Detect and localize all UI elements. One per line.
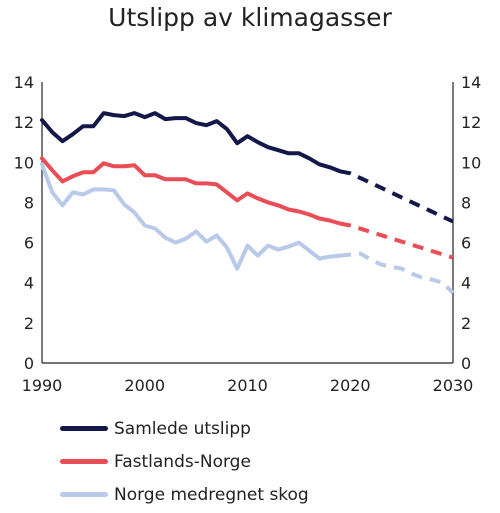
y-tick-label-left: 14: [14, 73, 34, 92]
legend-label: Norge medregnet skog: [114, 484, 309, 505]
legend-item: Samlede utslipp: [60, 412, 309, 445]
series-line: [40, 162, 342, 271]
y-tick-label-left: 12: [14, 113, 34, 132]
series-lines: [40, 111, 455, 295]
y-tick-label-left: 10: [14, 153, 34, 172]
tick-labels: 0 0 2 2 4 4 6 6 8 8 10 10 12 12 14 14 1990 2000 2010 2020 20…: [14, 73, 482, 395]
line-chart: 0 0 2 2 4 4 6 6 8 8 10 10 12 12 14 14 1990 2000 2010 2020 20…: [14, 73, 482, 395]
x-tick-label: 1990: [22, 376, 63, 395]
x-tick-label: 2020: [330, 376, 371, 395]
x-tick-label: 2000: [124, 376, 165, 395]
projection-line: [339, 251, 455, 295]
chart-axes: [41, 82, 454, 364]
legend-item: Fastlands-Norge: [60, 445, 309, 478]
y-tick-label-right: 6: [461, 234, 471, 253]
y-tick-label-right: 8: [461, 193, 471, 212]
projection-line: [339, 221, 454, 260]
y-tick-label-right: 2: [461, 314, 471, 333]
legend-swatch: [60, 492, 108, 497]
y-tick-label-left: 6: [24, 234, 34, 253]
legend-swatch: [60, 426, 108, 431]
y-tick-label-left: 2: [24, 314, 34, 333]
series-line: [40, 156, 342, 226]
y-tick-label-right: 0: [461, 354, 471, 373]
y-tick-label-right: 4: [461, 274, 471, 293]
y-tick-label-left: 0: [24, 354, 34, 373]
y-tick-label-right: 14: [461, 73, 481, 92]
y-tick-label-right: 10: [461, 153, 481, 172]
legend-label: Samlede utslipp: [114, 418, 251, 439]
legend-item: Norge medregnet skog: [60, 478, 309, 511]
series-line: [40, 111, 342, 174]
legend-label: Fastlands-Norge: [114, 451, 251, 472]
chart-title: Utslipp av klimagasser: [108, 3, 392, 32]
x-tick-label: 2010: [227, 376, 268, 395]
legend: Samlede utslipp Fastlands-Norge Norge medr…: [60, 412, 309, 511]
y-tick-label-left: 8: [24, 193, 34, 212]
legend-swatch: [60, 459, 108, 464]
projection-line: [339, 169, 454, 224]
y-tick-label-right: 12: [461, 113, 481, 132]
x-tick-label: 2030: [433, 376, 474, 395]
y-tick-label-left: 4: [24, 274, 34, 293]
